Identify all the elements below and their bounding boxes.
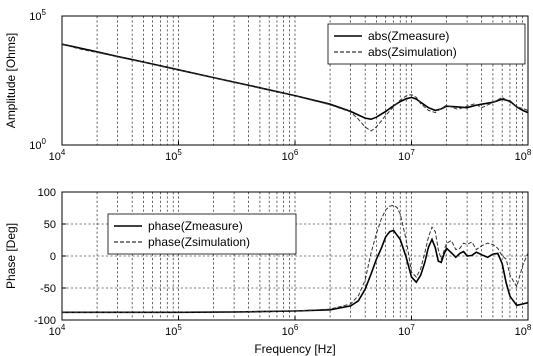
legend-label-2: abs(Zsimulation) [368,45,457,59]
legend: abs(Zmeasure) abs(Zsimulation) [327,23,526,65]
y-axis-label: Amplitude [Ohms] [4,33,18,128]
x-tick-label: 108 [515,148,532,163]
x-tick-label: 104 [49,148,66,163]
legend-label-2: phase(Zsimulation) [148,235,250,249]
legend-label-1: phase(Zmeasure) [148,219,243,233]
series-line-1 [62,229,528,314]
y-tick-label: 50 [44,219,56,231]
y-tick-label: 100 [38,187,56,199]
panel-1: 104 105 106 107 108 100 105 Amplitude [Ohms] abs… [4,8,532,163]
x-tick-label: 107 [398,323,415,338]
series-line-2 [62,204,528,313]
series-line-1 [62,43,528,121]
y-axis-label: Phase [Deg] [4,223,18,289]
y-tick-label: 105 [29,8,46,23]
legend: phase(Zmeasure) phase(Zsimulation) [107,213,297,255]
x-tick-label: 105 [165,148,182,163]
y-tick-label: 0 [50,251,56,263]
y-tick-label: -100 [34,315,56,327]
legend-label-1: abs(Zmeasure) [368,29,449,43]
x-tick-label: 108 [515,323,532,338]
y-tick-label: 100 [29,137,46,152]
x-axis-label: Frequency [Hz] [254,342,335,356]
legend-box [327,23,526,65]
legend-box [107,213,297,255]
x-tick-label: 106 [282,148,299,163]
y-tick-label: -50 [40,283,56,295]
x-tick-label: 105 [165,323,182,338]
series-line-2 [62,43,528,132]
x-tick-label: 106 [282,323,299,338]
x-tick-label: 107 [398,148,415,163]
